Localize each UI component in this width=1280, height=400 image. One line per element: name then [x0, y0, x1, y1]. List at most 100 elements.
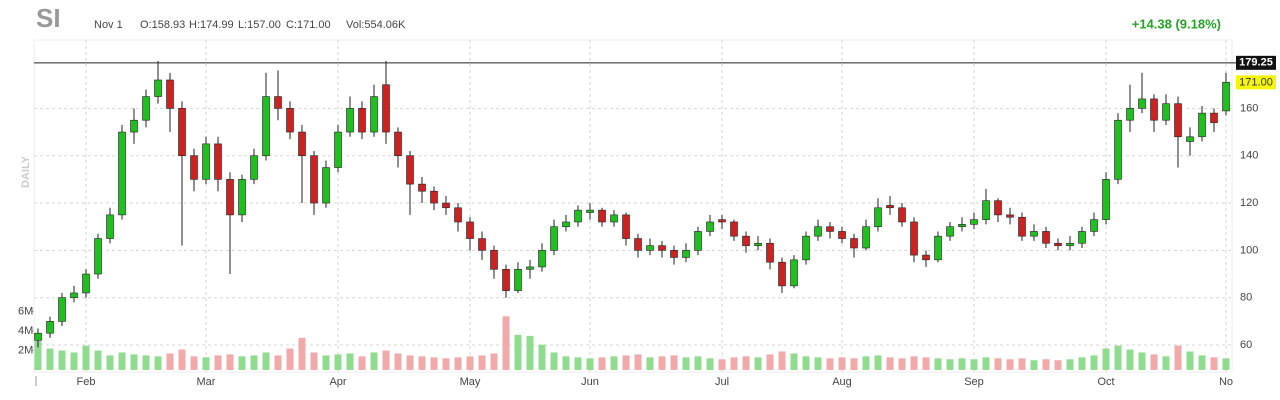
volume-bar	[1174, 345, 1182, 370]
volume-bar	[430, 357, 438, 370]
volume-bar	[58, 350, 66, 370]
candle-body	[622, 214, 630, 239]
volume-bar	[982, 357, 990, 370]
candle-body	[958, 224, 966, 228]
candle-body	[1006, 214, 1014, 218]
candle-body	[1090, 219, 1098, 232]
volume-bar	[1090, 355, 1098, 370]
candle-body	[310, 155, 318, 204]
candle-body	[142, 96, 150, 121]
volume-bar	[538, 344, 546, 370]
candle-body	[706, 221, 714, 232]
volume-bar	[478, 355, 486, 370]
volume-bar	[910, 356, 918, 370]
volume-bar	[214, 355, 222, 370]
candle-body	[718, 219, 726, 223]
y-tick-label: 120	[1240, 197, 1258, 209]
candle-body	[358, 108, 366, 133]
volume-bar	[1150, 354, 1158, 370]
volume-bar	[814, 357, 822, 370]
volume-bar	[370, 352, 378, 370]
volume-bar	[334, 354, 342, 370]
y-tick-label: 160	[1240, 102, 1258, 114]
volume-bar	[1126, 349, 1134, 370]
candle-body	[1210, 112, 1218, 123]
candle-body	[1054, 242, 1062, 246]
candle-body	[70, 292, 78, 298]
candle-body	[1126, 108, 1134, 121]
volume-bar	[994, 358, 1002, 370]
volume-bar	[1030, 360, 1038, 370]
volume-bar	[1078, 357, 1086, 370]
volume-bar	[1114, 345, 1122, 370]
volume-bar	[490, 353, 498, 370]
candle-body	[1078, 231, 1086, 244]
volume-bar	[550, 352, 558, 370]
volume-bar	[1138, 352, 1146, 370]
candle-body	[250, 155, 258, 180]
candle-body	[1150, 98, 1158, 121]
volume-bar	[598, 357, 606, 370]
candle-body	[826, 226, 834, 232]
high-text: H:174.99	[189, 19, 234, 31]
volume-bar	[574, 357, 582, 370]
candle-body	[394, 131, 402, 157]
candle-body	[934, 235, 942, 261]
candle-body	[634, 238, 642, 251]
candle-body	[322, 167, 330, 204]
volume-bar	[346, 353, 354, 370]
candle-body	[802, 235, 810, 261]
candle-body	[670, 250, 678, 258]
candle-body	[382, 84, 390, 133]
low-text: L:157.00	[238, 19, 281, 31]
last-price-label: 171.00	[1239, 76, 1273, 88]
volume-bar	[190, 356, 198, 370]
candle-body	[586, 209, 594, 213]
candle-body	[118, 131, 126, 216]
volume-bar	[466, 356, 474, 370]
volume-bar	[610, 356, 618, 370]
candle-body	[1198, 112, 1206, 138]
candle-body	[1102, 179, 1110, 220]
candle-body	[442, 202, 450, 209]
candle-body	[814, 226, 822, 237]
volume-bar	[742, 356, 750, 370]
volume-bar	[94, 350, 102, 370]
candle-body	[850, 238, 858, 249]
candle-body	[502, 269, 510, 291]
candle-body	[838, 231, 846, 239]
candle-body	[598, 209, 606, 223]
volume-bar	[394, 353, 402, 370]
volume-bar	[562, 356, 570, 370]
volume-text: Vol:554.06K	[346, 19, 406, 31]
volume-bar	[970, 359, 978, 370]
candle-body	[178, 108, 186, 157]
candle-body	[538, 250, 546, 268]
volume-bar	[454, 357, 462, 370]
volume-bar	[682, 357, 690, 370]
candle-body	[982, 200, 990, 220]
volume-bar	[922, 357, 930, 370]
candle-body	[190, 155, 198, 180]
candle-body	[430, 190, 438, 204]
y-tick-label: 140	[1240, 150, 1258, 162]
candle-body	[490, 250, 498, 270]
close-text: C:171.00	[286, 19, 331, 31]
candle-body	[346, 108, 354, 133]
volume-bar	[586, 358, 594, 370]
volume-bar	[754, 357, 762, 370]
candle-body	[478, 238, 486, 251]
volume-bar	[658, 356, 666, 370]
ticker: SI	[36, 3, 61, 33]
volume-bar	[886, 357, 894, 370]
volume-bar	[250, 355, 258, 370]
period-label: DAILY	[20, 155, 32, 188]
open-text: O:158.93	[140, 19, 185, 31]
volume-bar	[802, 356, 810, 370]
candle-body	[34, 332, 42, 341]
y-tick-label: 100	[1240, 244, 1258, 256]
candle-body	[166, 79, 174, 109]
candle-body	[562, 221, 570, 228]
reference-label: 179.25	[1239, 57, 1273, 69]
